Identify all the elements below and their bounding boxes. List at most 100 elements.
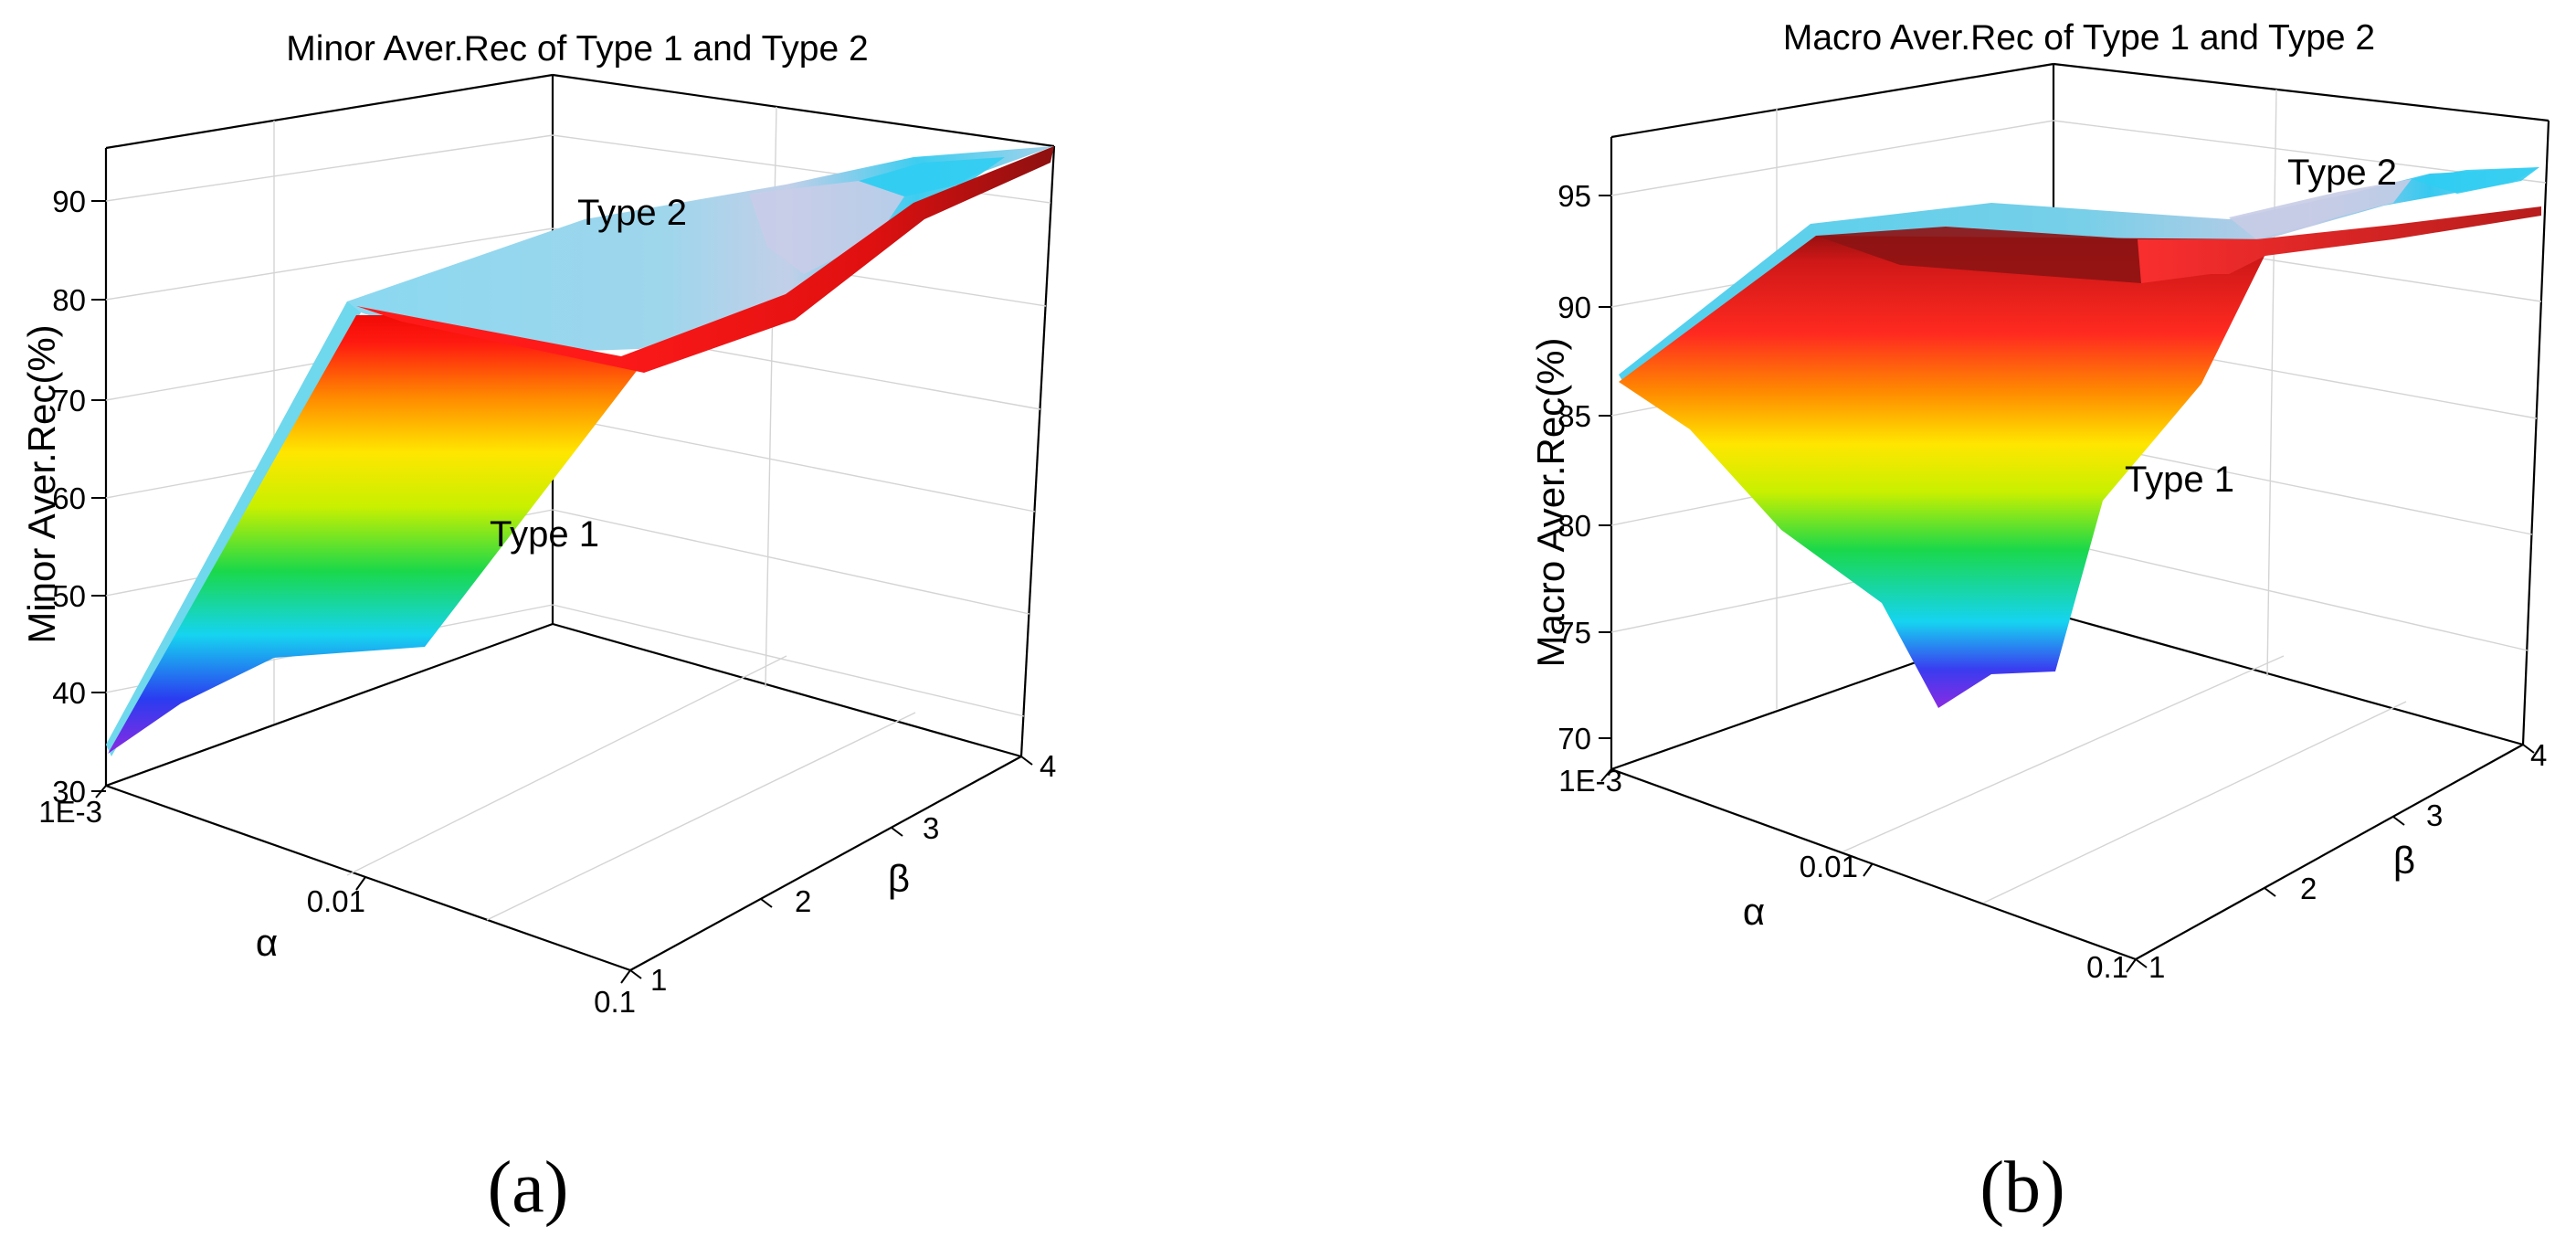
panel-a-beta-tick-label: 1 <box>650 963 667 997</box>
panel-b-title: Macro Aver.Rec of Type 1 and Type 2 <box>1783 18 2375 58</box>
panel-b-z-ticks <box>1599 195 1611 739</box>
panel-b-z-tick-label: 75 <box>1557 616 1591 650</box>
panel-a-label: (a) <box>488 1147 569 1228</box>
panel-b-alpha-tick-label: 0.1 <box>2086 950 2128 984</box>
panel-b-chart: Macro Aver.Rec of Type 1 and Type 2 Macr… <box>1529 18 2550 1228</box>
panel-a-beta-tick-label: 2 <box>795 884 811 918</box>
panel-a-grid-line <box>552 604 1025 717</box>
panel-a-type2-label: Type 2 <box>577 193 687 233</box>
panel-b-box-top-right <box>2053 62 2550 122</box>
panel-a-z-tick-label: 50 <box>52 579 86 613</box>
panel-a-beta-tick-mark <box>629 969 642 979</box>
panel-a-z-tick-label: 60 <box>52 481 86 515</box>
panel-b-axis-ticks <box>1600 744 2535 973</box>
panel-b-type1-surface <box>1619 206 2541 708</box>
panel-b-grid-line <box>1842 655 2285 852</box>
panel-a-alpha-label: α <box>256 921 278 964</box>
panel-a-beta-label: β <box>888 857 910 900</box>
panel-b-axes-box <box>1610 62 2550 961</box>
panel-b-alpha-axis <box>1610 767 2137 961</box>
panel-b-type2-surface <box>1619 167 2539 384</box>
panel-b-grid-line <box>1610 120 2054 196</box>
panel-a-grid-line <box>552 415 1036 513</box>
panel-b-alpha-tick-label: 1E-3 <box>1558 764 1622 798</box>
panel-a-box-top-right <box>552 73 1055 148</box>
panel-b-beta-tick-mark <box>2264 887 2276 897</box>
panel-b-beta-axis <box>2135 744 2524 960</box>
panel-a-box-floor-back-left <box>105 622 554 788</box>
panel-b-box-right-vertical <box>2521 120 2550 745</box>
panel-b-beta-tick-label: 3 <box>2426 798 2443 832</box>
panel-a-box-floor-back-right <box>552 622 1022 758</box>
panel-b-alpha-tick-mark <box>1863 862 1874 877</box>
panel-a-type1-front <box>108 315 639 754</box>
panel-a-box-right-vertical <box>1019 145 1056 757</box>
panel-a-alpha-tick-mark <box>95 785 107 798</box>
panel-a-alpha-tick-mark <box>355 876 366 891</box>
panel-a-type2-top <box>106 146 1054 745</box>
panel-a-z-tick-label: 40 <box>52 676 86 710</box>
panel-a-type1-red-ribbon <box>356 146 1054 373</box>
panel-a-title: Minor Aver.Rec of Type 1 and Type 2 <box>286 29 868 69</box>
panel-a-z-ticks <box>91 200 106 792</box>
panel-a-z-tick-label: 90 <box>52 185 86 218</box>
panel-b-alpha-tick-label: 0.01 <box>1800 850 1858 883</box>
panel-a-alpha-tick-label: 0.1 <box>594 985 636 1019</box>
panel-a-axes-box <box>104 73 1056 972</box>
panel-b-type1-label: Type 1 <box>2125 460 2234 500</box>
panel-b-beta-tick-mark <box>2522 744 2535 754</box>
panel-a-beta-tick-mark <box>891 827 903 837</box>
panel-a-type1-surface <box>108 146 1054 754</box>
panel-b-type2-patch <box>2229 179 2412 239</box>
panel-b-z-tick-label: 90 <box>1557 291 1591 324</box>
panel-b-z-tick-label: 85 <box>1557 399 1591 433</box>
panel-b-beta-tick-label: 1 <box>2148 950 2165 984</box>
panel-b-alpha-tick-mark <box>2126 958 2137 973</box>
panel-a-alpha-tick-label: 0.01 <box>307 884 365 918</box>
panel-a-alpha-tick-mark <box>620 969 631 984</box>
panel-b-z-axis-label: Macro Aver.Rec(%) <box>1529 338 1572 668</box>
panel-a-grid-line <box>552 509 1030 615</box>
panel-a-beta-axis <box>629 756 1022 971</box>
panel-b-alpha-label: α <box>1743 890 1765 933</box>
panel-a-beta-tick-mark <box>1020 756 1033 766</box>
panel-b-type1-red-ribbon <box>2138 206 2541 283</box>
panel-b-beta-tick-mark <box>2392 816 2405 826</box>
panel-b-type1-dark-top <box>1816 227 2211 283</box>
panel-b-z-tick-label: 80 <box>1557 509 1591 543</box>
panel-b-beta-tick-mark <box>2135 958 2148 968</box>
panel-b-label: (b) <box>1980 1147 2064 1228</box>
panel-a-z-axis-label: Minor Aver.Rec(%) <box>20 324 63 643</box>
panel-b-box-top-left <box>1610 62 2054 139</box>
panel-b-type1-front <box>1619 236 2273 708</box>
panel-b-beta-label: β <box>2393 839 2415 882</box>
panel-a-grid-line <box>105 134 554 202</box>
panel-a-type2-patch <box>859 157 1005 196</box>
panel-a-grid-line <box>346 655 787 876</box>
panel-a-z-tick-label: 70 <box>52 384 86 418</box>
panel-a-type2-patch <box>749 181 904 274</box>
panel-a-type2-left-edge <box>106 301 361 756</box>
panel-a-chart: Minor Aver.Rec of Type 1 and Type 2 Mino… <box>20 29 1056 1228</box>
panel-b-type2-patch <box>2412 167 2539 194</box>
panel-b-type2-label: Type 2 <box>2287 153 2397 193</box>
panel-b-z-tick-label: 70 <box>1557 722 1591 756</box>
panel-b-grid-line <box>2053 540 2528 651</box>
panel-a-alpha-tick-label: 1E-3 <box>38 795 102 829</box>
panel-a-grid-line <box>105 227 554 301</box>
panel-a-beta-tick-label: 3 <box>923 811 939 845</box>
panel-a-beta-tick-label: 4 <box>1040 749 1056 783</box>
panel-b-alpha-tick-mark <box>1600 768 1612 782</box>
panel-b-grid-line <box>1983 701 2407 904</box>
panel-a-beta-tick-mark <box>760 898 773 908</box>
panel-b-beta-tick-label: 2 <box>2300 872 2317 905</box>
panel-a-type2-surface <box>106 146 1054 756</box>
panel-a-grid-line <box>486 712 916 921</box>
panel-b-grid-line <box>2266 89 2277 677</box>
panel-a-z-tick-label: 30 <box>52 775 86 809</box>
panel-b-beta-tick-label: 4 <box>2530 738 2547 772</box>
panel-a-alpha-axis <box>105 784 631 972</box>
panel-a-axis-ticks <box>95 756 1033 984</box>
panel-b-box-floor-back-right <box>2053 612 2524 746</box>
